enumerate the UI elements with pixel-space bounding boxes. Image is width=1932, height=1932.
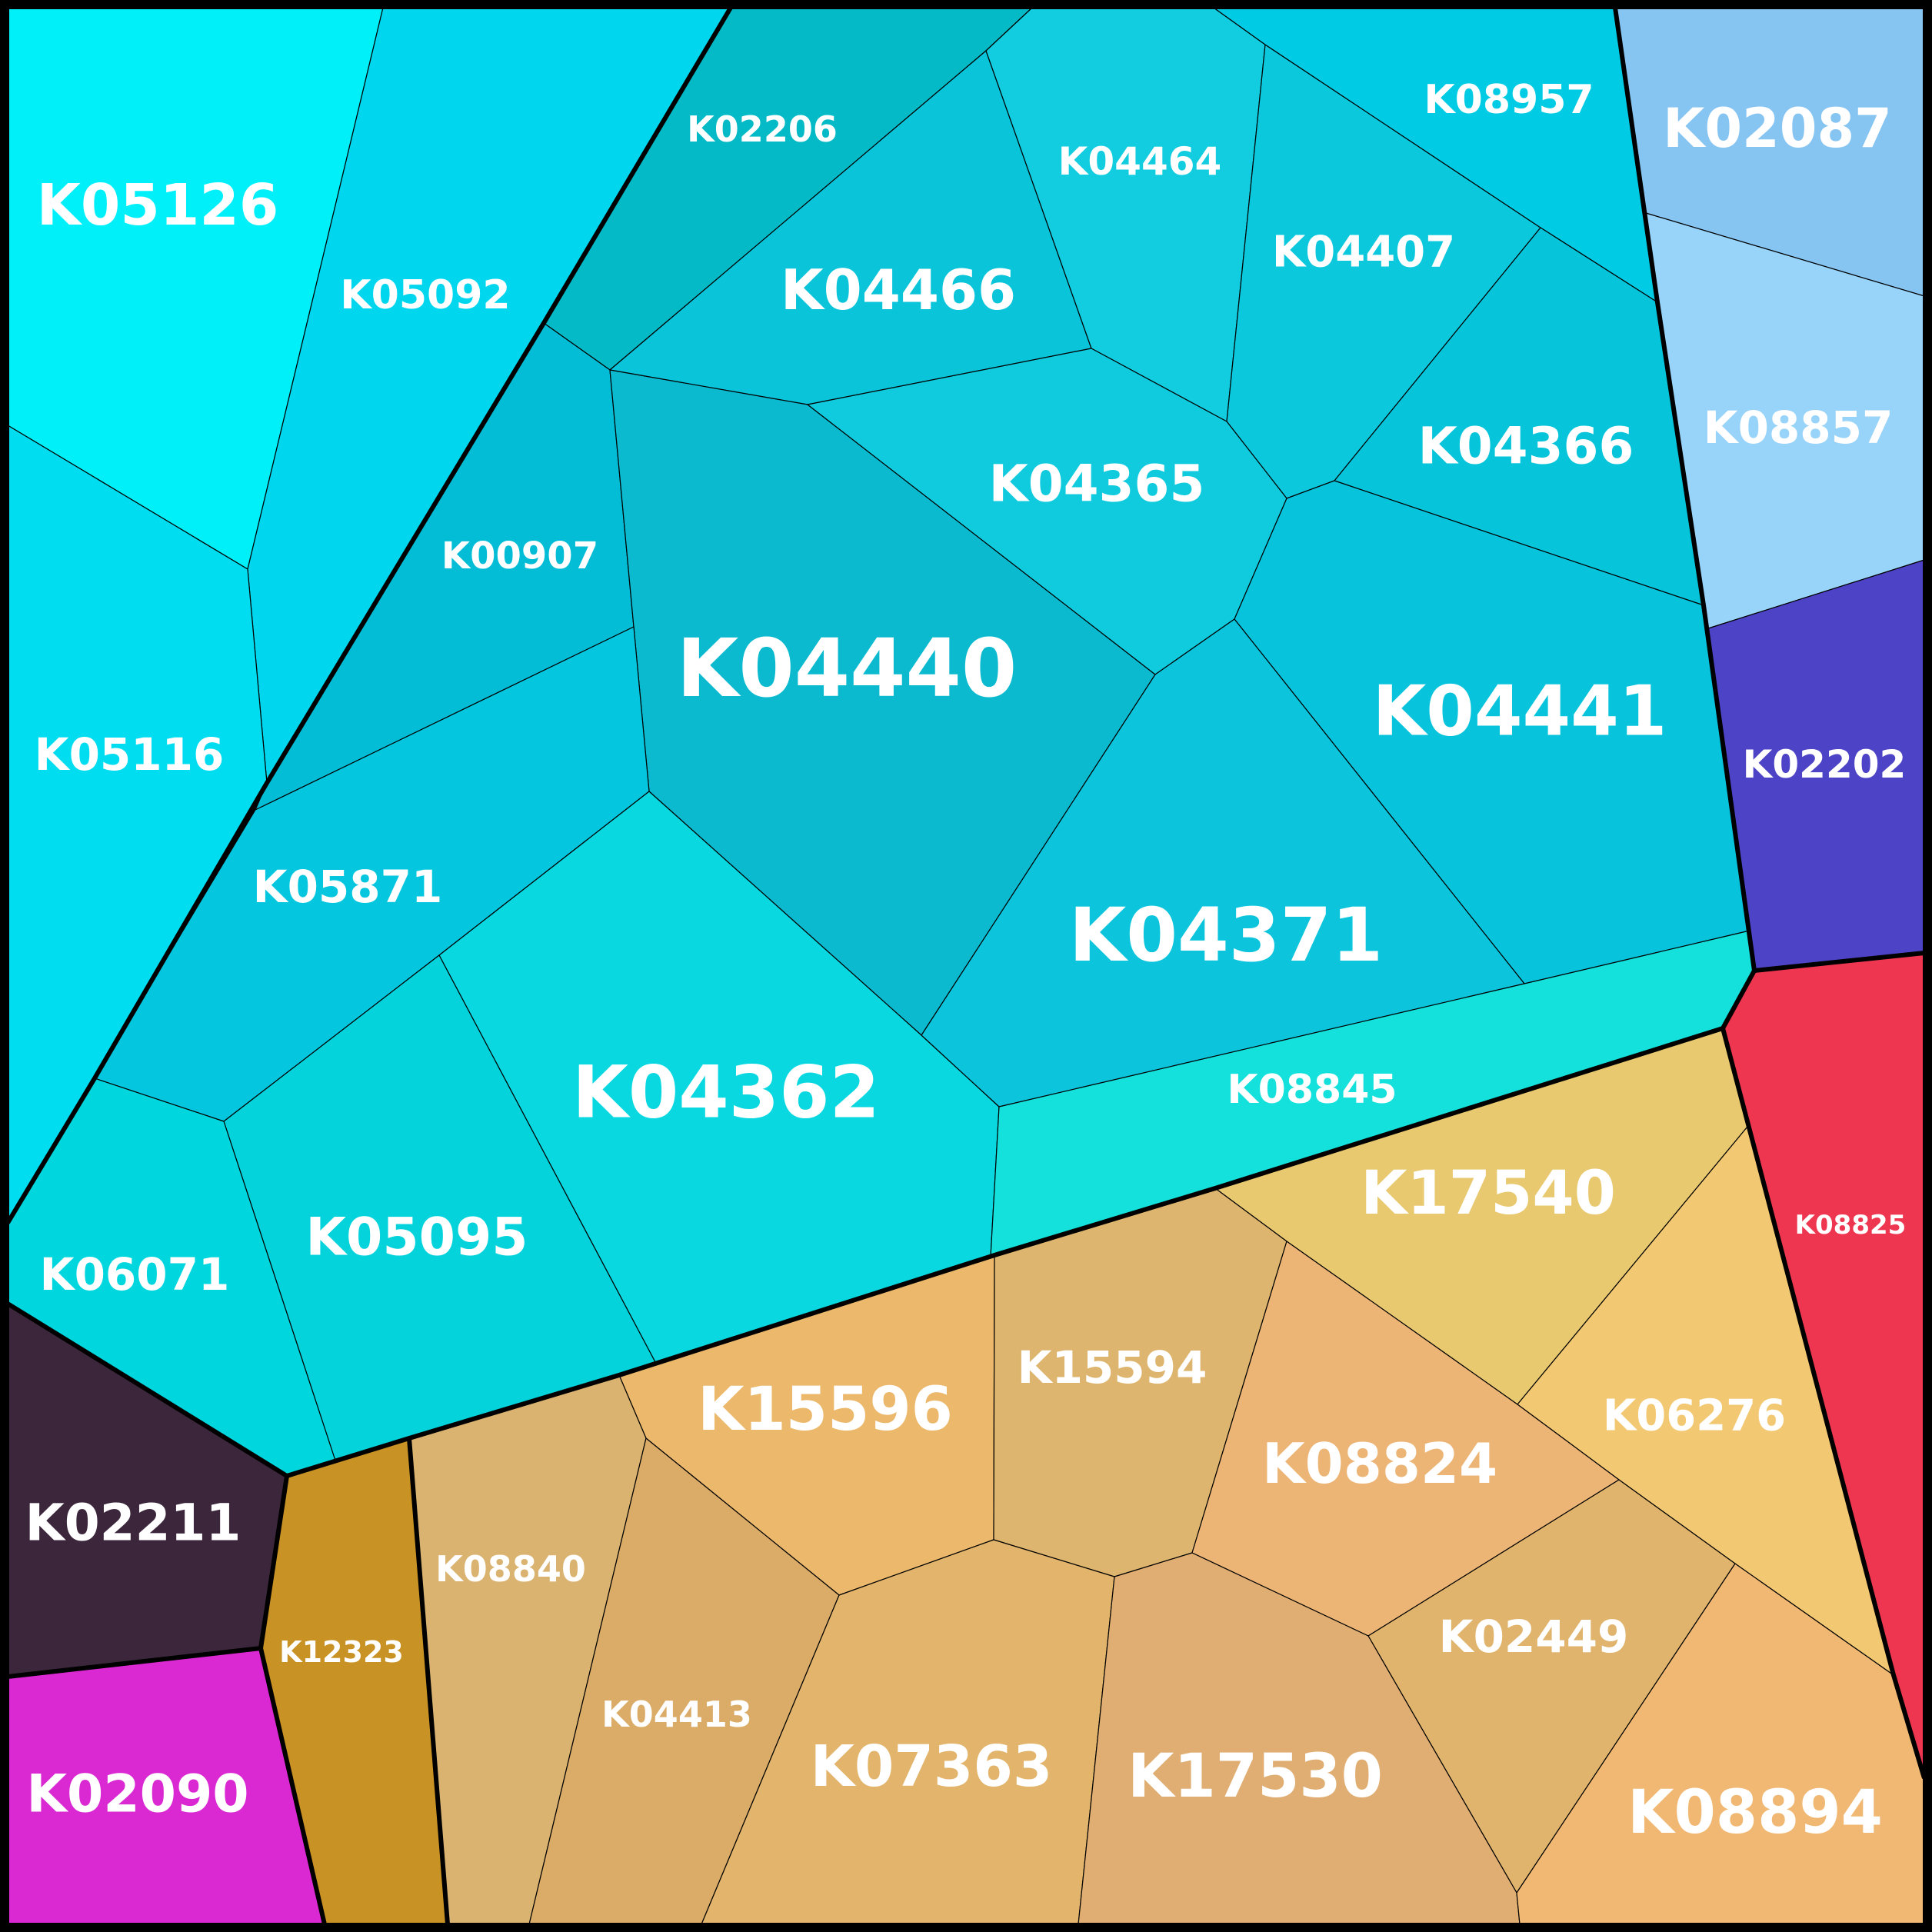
label-K04464: K04464 [1058, 139, 1222, 184]
label-K08957: K08957 [1424, 77, 1594, 123]
label-K04440: K04440 [677, 621, 1017, 715]
label-K02449: K02449 [1439, 1611, 1629, 1663]
label-layer: K05126 K05092 K05116 K02206 K04466 K0446… [25, 77, 1907, 1847]
group-border-middle [6, 969, 1757, 1478]
label-K02206: K02206 [687, 108, 838, 150]
label-K08825: K08825 [1795, 1210, 1907, 1241]
label-K08857: K08857 [1704, 401, 1894, 454]
label-K02090: K02090 [26, 1764, 248, 1825]
group-border-k08825 [1720, 1028, 1927, 1779]
label-K04407: K04407 [1272, 228, 1455, 278]
group-border-k12323 [407, 1437, 450, 1925]
label-K06071: K06071 [40, 1248, 230, 1301]
label-K08824: K08824 [1262, 1431, 1497, 1496]
label-K00907: K00907 [441, 535, 598, 578]
label-K04366: K04366 [1418, 417, 1634, 476]
group-border-k02211-k02090 [7, 1646, 261, 1679]
label-K05871: K05871 [253, 861, 443, 913]
label-K04365: K04365 [989, 455, 1205, 514]
label-K17540: K17540 [1361, 1159, 1616, 1228]
group-border-right-column [1613, 7, 1925, 973]
label-K08845: K08845 [1227, 1067, 1397, 1113]
group-border-layer [5, 6, 1927, 1925]
label-K04413: K04413 [601, 1694, 752, 1735]
label-K08894: K08894 [1627, 1778, 1883, 1847]
label-K12323: K12323 [279, 1635, 404, 1669]
label-K04362: K04362 [572, 1051, 880, 1135]
label-K04466: K04466 [781, 258, 1016, 322]
label-K05092: K05092 [340, 272, 510, 318]
label-K06276: K06276 [1603, 1391, 1786, 1441]
label-K02211: K02211 [25, 1494, 242, 1553]
label-K05126: K05126 [37, 172, 279, 238]
label-K04441: K04441 [1373, 671, 1667, 752]
label-K04371: K04371 [1069, 892, 1383, 978]
label-K05095: K05095 [305, 1208, 528, 1268]
label-K05116: K05116 [35, 728, 225, 781]
label-K17530: K17530 [1128, 1742, 1383, 1811]
label-K02087: K02087 [1663, 97, 1892, 160]
label-K15596: K15596 [698, 1375, 953, 1444]
label-K15594: K15594 [1018, 1341, 1208, 1394]
label-K07363: K07363 [811, 1734, 1053, 1800]
label-K08840: K08840 [435, 1548, 586, 1590]
cell-layer [7, 7, 1925, 1925]
label-K02202: K02202 [1743, 742, 1907, 787]
group-border-upper-left [5, 6, 733, 1224]
